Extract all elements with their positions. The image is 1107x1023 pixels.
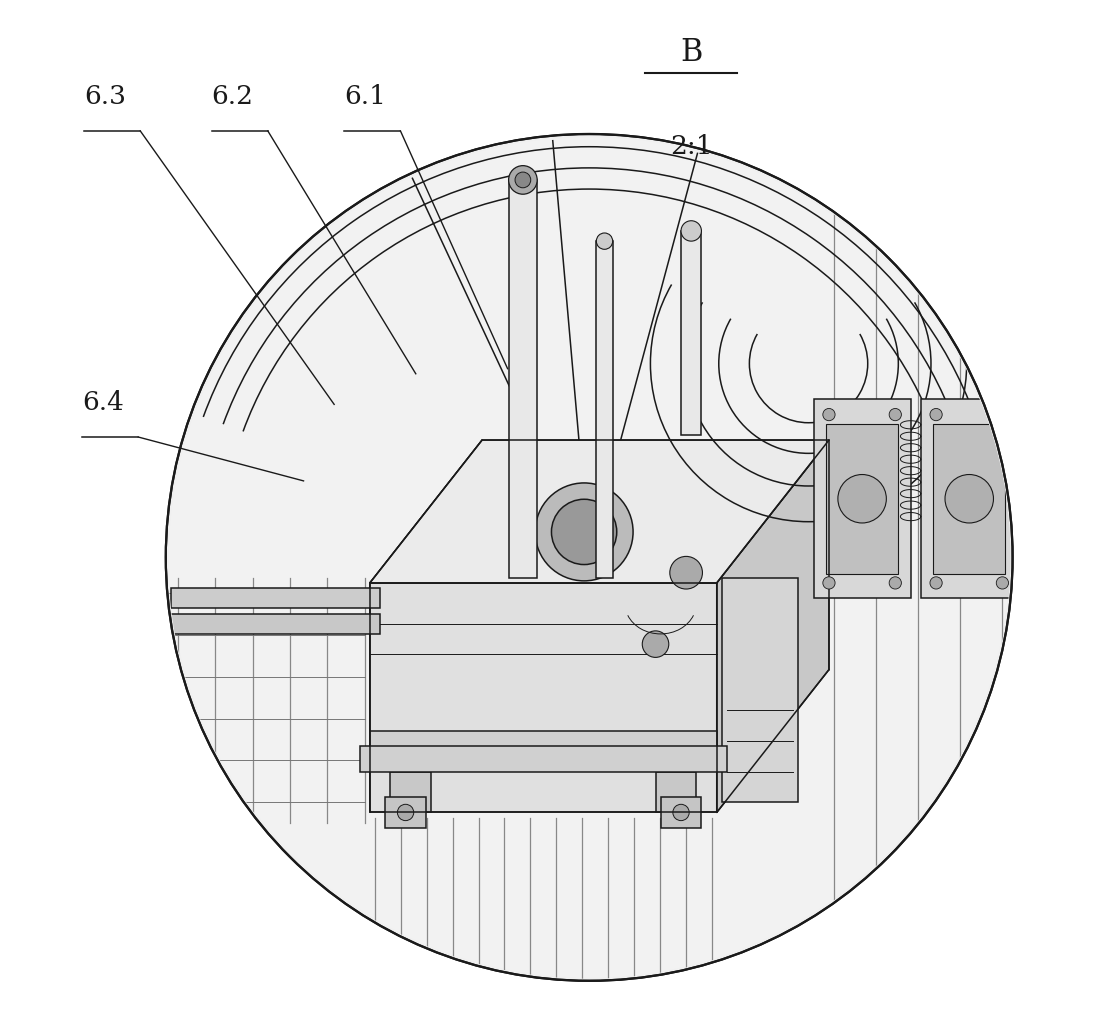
Polygon shape <box>370 583 716 812</box>
Circle shape <box>681 221 702 241</box>
Circle shape <box>169 137 1010 978</box>
Text: 6.3: 6.3 <box>84 84 126 108</box>
Polygon shape <box>385 797 426 828</box>
Bar <box>597 241 612 578</box>
Circle shape <box>889 408 901 420</box>
Polygon shape <box>826 424 899 574</box>
Text: 2:1: 2:1 <box>670 134 713 159</box>
Polygon shape <box>370 730 716 756</box>
Polygon shape <box>655 771 696 812</box>
Circle shape <box>515 172 530 188</box>
Text: 6.4: 6.4 <box>82 390 124 414</box>
Polygon shape <box>170 588 380 609</box>
Circle shape <box>838 475 887 523</box>
Polygon shape <box>814 399 911 598</box>
Polygon shape <box>170 614 380 634</box>
Polygon shape <box>360 746 727 771</box>
Circle shape <box>945 475 993 523</box>
Circle shape <box>551 499 617 565</box>
Circle shape <box>930 577 942 589</box>
Bar <box>508 180 537 578</box>
Text: 6.2: 6.2 <box>211 84 254 108</box>
Circle shape <box>996 408 1008 420</box>
Polygon shape <box>921 399 1017 598</box>
Polygon shape <box>661 797 702 828</box>
Bar <box>681 231 702 435</box>
Polygon shape <box>933 424 1005 574</box>
Circle shape <box>597 233 612 250</box>
Circle shape <box>642 631 669 658</box>
Circle shape <box>889 577 901 589</box>
Circle shape <box>673 804 690 820</box>
Circle shape <box>996 577 1008 589</box>
Polygon shape <box>716 440 829 812</box>
Circle shape <box>823 577 835 589</box>
Polygon shape <box>370 440 482 812</box>
Text: 6.1: 6.1 <box>344 84 386 108</box>
Circle shape <box>535 483 633 581</box>
Polygon shape <box>370 440 829 583</box>
Circle shape <box>823 408 835 420</box>
Circle shape <box>397 804 414 820</box>
Circle shape <box>930 408 942 420</box>
Circle shape <box>508 166 537 194</box>
Circle shape <box>166 134 1013 981</box>
Text: B: B <box>680 37 703 68</box>
Circle shape <box>670 557 703 589</box>
Polygon shape <box>722 578 798 802</box>
Polygon shape <box>391 771 431 812</box>
